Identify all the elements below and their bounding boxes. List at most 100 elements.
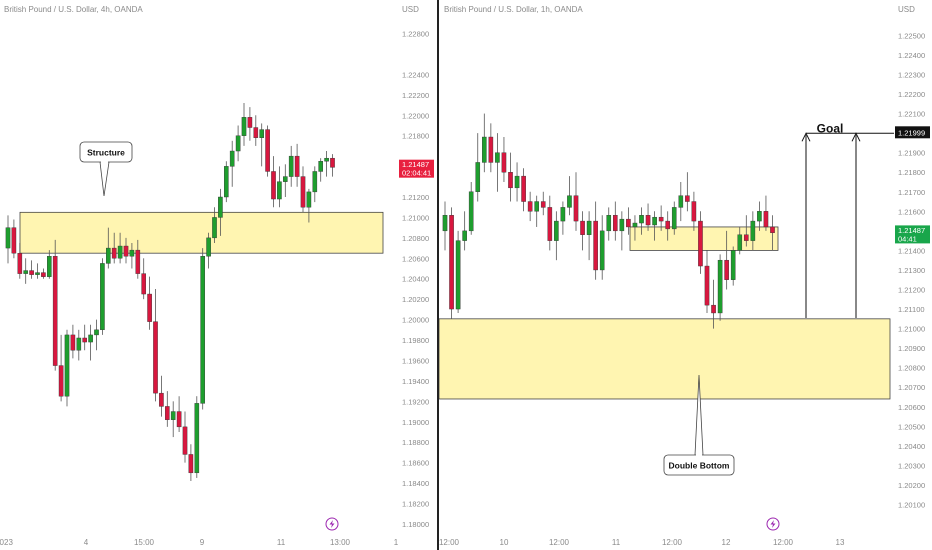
x-tick-label: 2023 <box>0 538 13 547</box>
candle-body <box>613 215 618 232</box>
last-price-value: 1.21487 <box>402 160 429 169</box>
y-tick-label: 1.22300 <box>898 70 925 79</box>
y-tick-label: 1.21600 <box>898 207 925 216</box>
annotation-goal: Goal <box>817 121 844 135</box>
candle-body <box>94 329 99 336</box>
y-tick-label: 1.21700 <box>898 188 925 197</box>
candle-body <box>182 426 188 455</box>
candle-body <box>730 250 736 280</box>
y-tick-label: 1.21100 <box>898 305 925 314</box>
candle-body <box>29 270 34 275</box>
candle-body <box>508 172 513 189</box>
candle-body <box>294 155 300 177</box>
candle-body <box>241 117 247 136</box>
y-tick-label: 1.21400 <box>898 246 925 255</box>
candle-body <box>41 272 46 277</box>
last-price-value: 1.21487 <box>898 226 925 235</box>
candle-body <box>17 252 23 274</box>
candle-body <box>593 220 598 271</box>
candle-body <box>671 207 677 230</box>
y-tick-label: 1.18000 <box>402 520 429 529</box>
candle-body <box>247 117 253 128</box>
y-tick-label: 1.21300 <box>898 266 925 275</box>
x-tick-label: 12:00 <box>439 538 460 547</box>
x-tick-label: 12:00 <box>662 538 683 547</box>
y-tick-label: 1.20300 <box>898 461 925 470</box>
lightning-bolt-icon[interactable] <box>766 517 780 531</box>
candle-body <box>606 215 612 232</box>
candle-body <box>482 136 487 163</box>
candle-body <box>194 403 200 474</box>
annotation-double-bottom: Double Bottom <box>669 461 730 471</box>
y-tick-label: 1.20800 <box>898 364 925 373</box>
goal-price-value: 1.21999 <box>898 128 925 137</box>
y-tick-label: 1.19400 <box>402 377 429 386</box>
candle-body <box>188 454 194 474</box>
candle-body <box>283 176 288 182</box>
y-tick-label: 1.20800 <box>402 234 429 243</box>
chart-title-left: British Pound / U.S. Dollar, 4h, OANDA <box>4 5 143 14</box>
candle-body <box>691 201 697 222</box>
candle-body <box>147 293 152 322</box>
y-tick-label: 1.20700 <box>898 383 925 392</box>
candle-body <box>300 176 306 208</box>
last-price-tag <box>895 225 930 244</box>
y-tick-label: 1.18600 <box>402 459 429 468</box>
candle-body <box>639 215 644 224</box>
y-tick-label: 1.20500 <box>898 422 925 431</box>
lightning-bolt-icon[interactable] <box>325 517 339 531</box>
candle-body <box>462 230 467 241</box>
x-tick-label: 9 <box>200 538 205 547</box>
goal-price-tag <box>895 126 930 139</box>
candle-body <box>253 127 259 138</box>
candle-body <box>330 157 335 168</box>
y-tick-label: 1.22000 <box>402 111 429 120</box>
candle-body <box>678 195 684 208</box>
candle-body <box>540 201 546 208</box>
candle-body <box>35 272 40 275</box>
y-tick-label: 1.21000 <box>402 213 429 222</box>
pane-right: USD 1.22500 1.22400 1.22300 1.22200 1.22100 1.… <box>438 5 930 547</box>
candle-body <box>645 215 651 226</box>
candle-body <box>560 207 566 222</box>
candle-body <box>271 171 276 200</box>
x-tick-label: 11 <box>612 538 621 547</box>
candle-body <box>206 237 211 257</box>
candle-body <box>212 217 217 239</box>
candle-body <box>704 265 710 306</box>
x-tick-label: 12:00 <box>549 538 570 547</box>
candle-body <box>229 150 235 167</box>
x-tick-label: 1 <box>394 538 399 547</box>
candle-body <box>100 263 105 331</box>
candle-body <box>159 392 164 407</box>
candle-body <box>468 191 474 232</box>
candle-body <box>5 227 11 249</box>
candle-body <box>554 220 559 241</box>
candle-body <box>324 157 329 162</box>
callout-pointer <box>694 374 704 456</box>
lightning-bolt-shape <box>770 520 776 528</box>
candle-body <box>527 201 533 212</box>
candle-body <box>259 129 265 138</box>
candle-body <box>757 211 762 222</box>
candle-body <box>306 191 312 208</box>
candle-body <box>599 230 605 271</box>
pane-divider[interactable] <box>437 0 439 550</box>
candle-body <box>58 365 64 397</box>
candle-body <box>717 259 723 314</box>
candle-body <box>455 240 461 310</box>
chart-title-right: British Pound / U.S. Dollar, 1h, OANDA <box>444 5 583 14</box>
y-tick-label: 1.22100 <box>898 110 925 119</box>
y-tick-label: 1.20600 <box>898 403 925 412</box>
annotation-structure: Structure <box>87 148 125 158</box>
candle-body <box>698 220 703 267</box>
y-tick-label: 1.18200 <box>402 499 429 508</box>
candle-body <box>223 166 229 198</box>
y-tick-label: 1.21900 <box>898 149 925 158</box>
y-tick-label: 1.20100 <box>898 501 925 510</box>
y-tick-label: 1.22200 <box>898 90 925 99</box>
y-tick-label: 1.20200 <box>402 295 429 304</box>
candle-body <box>200 256 206 404</box>
